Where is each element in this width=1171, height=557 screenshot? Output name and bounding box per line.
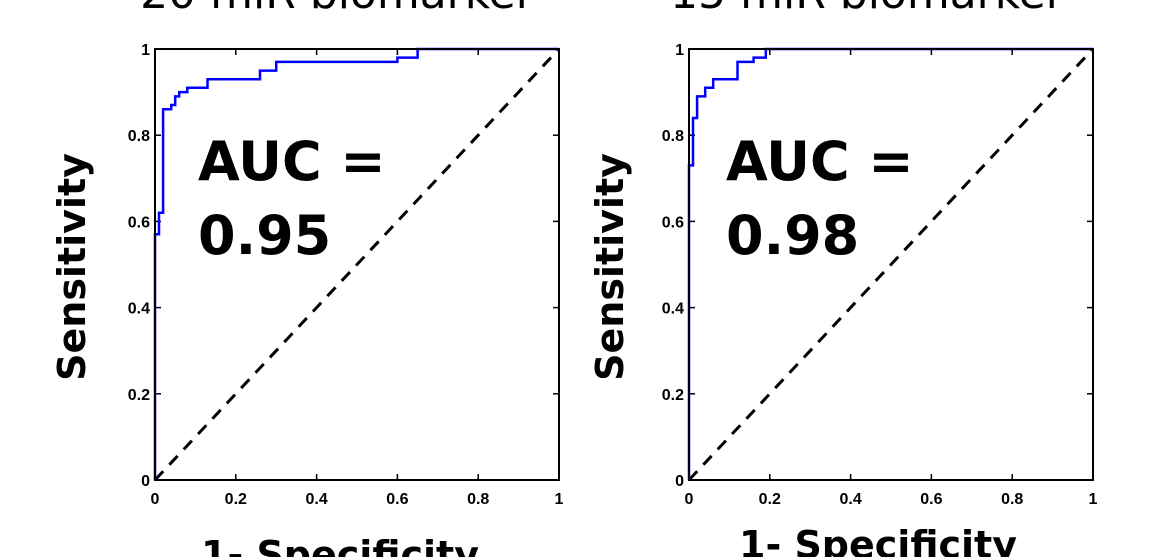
x-tick-label: 0.2	[225, 491, 247, 508]
auc-value: 0.98	[726, 204, 859, 267]
y-tick-labels: 0 0.2 0.4 0.6 0.8 1	[662, 42, 684, 490]
y-tick-label: 0.6	[662, 214, 684, 231]
y-tick-label: 0	[141, 473, 150, 490]
plot-frame	[154, 48, 560, 481]
auc-label: AUC =	[726, 130, 914, 193]
x-tick-label: 0.6	[920, 491, 942, 508]
x-tick-labels: 0 0.2 0.4 0.6 0.8 1	[685, 491, 1098, 508]
y-axis-label: Sensitivity	[588, 153, 632, 381]
plot-frame	[688, 48, 1094, 481]
x-tick-label: 0	[151, 491, 160, 508]
x-tick-label: 0.2	[759, 491, 781, 508]
y-tick-label: 1	[141, 42, 150, 59]
roc-curve	[153, 47, 559, 480]
y-tick-label: 0.4	[128, 301, 150, 318]
y-tick-label: 0.4	[662, 301, 684, 318]
chart-title: 20 miR biomarker	[140, 0, 535, 19]
y-axis-label: Sensitivity	[50, 153, 94, 381]
chart-20mir: 20 miR biomarker Sensitivity 1- Specific…	[50, 0, 564, 557]
chart-15mir: 15 miR biomarker Sensitivity 1- Specific…	[588, 0, 1098, 557]
auc-value: 0.95	[198, 204, 331, 267]
x-tick-label: 1	[1089, 491, 1098, 508]
x-tick-label: 0.4	[305, 491, 327, 508]
chance-diagonal-line	[153, 47, 561, 482]
y-tick-labels: 0 0.2 0.4 0.6 0.8 1	[128, 42, 150, 490]
roc-curve	[687, 47, 1093, 480]
chart-title: 15 miR biomarker	[670, 0, 1065, 19]
y-tick-label: 0.8	[662, 128, 684, 145]
x-tick-label: 1	[555, 491, 564, 508]
auc-label: AUC =	[198, 130, 386, 193]
y-tick-label: 0.2	[662, 387, 684, 404]
x-tick-label: 0	[685, 491, 694, 508]
y-tick-label: 0.8	[128, 128, 150, 145]
y-tick-label: 0.6	[128, 214, 150, 231]
y-tick-label: 0	[675, 473, 684, 490]
x-tick-label: 0.4	[839, 491, 861, 508]
x-axis-label: 1- Specificity	[201, 533, 479, 557]
y-tick-label: 0.2	[128, 387, 150, 404]
x-tick-label: 0.8	[1001, 491, 1023, 508]
x-tick-label: 0.6	[386, 491, 408, 508]
x-tick-label: 0.8	[467, 491, 489, 508]
x-tick-labels: 0 0.2 0.4 0.6 0.8 1	[151, 491, 564, 508]
y-tick-label: 1	[675, 42, 684, 59]
chance-diagonal-line	[687, 47, 1095, 482]
x-axis-label: 1- Specificity	[739, 523, 1017, 557]
